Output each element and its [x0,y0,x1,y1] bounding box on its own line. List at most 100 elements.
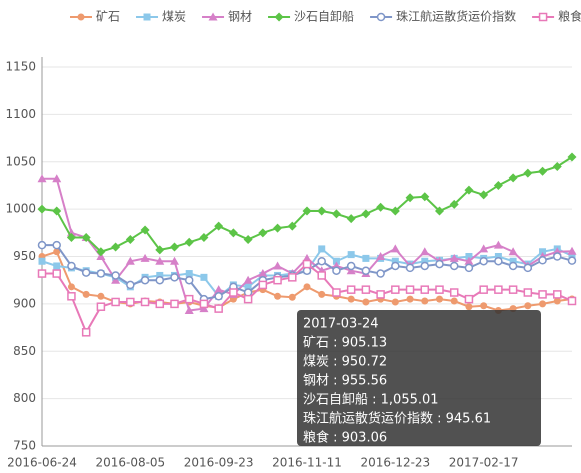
point [480,302,488,310]
point [435,206,444,216]
point [318,290,326,298]
series-line [41,156,573,253]
point [96,247,106,257]
tooltip: 2017-03-24 矿石 : 905.13 煤炭 : 950.72 钢材 : 955… [297,310,541,446]
point [214,304,223,313]
point [449,288,459,297]
point [81,233,91,243]
point [361,209,371,219]
legend-label: 矿石 [96,10,120,24]
point [184,237,194,247]
point [376,252,386,260]
x-tick-label: 2017-02-17 [449,456,519,470]
point [347,295,355,303]
point [38,257,46,265]
point [81,328,91,337]
point [567,296,577,306]
point [464,294,474,304]
point [170,256,179,265]
point [508,285,518,294]
x-tick-label: 2016-12-23 [360,456,430,470]
tooltip-line: 珠江航运散货运价指数 : 945.61 [303,411,491,427]
point [361,285,371,294]
y-tick-label: 800 [13,391,36,405]
point [420,247,430,256]
point [126,297,135,307]
point [52,240,61,250]
point [390,206,400,216]
point [391,261,400,271]
point [52,269,61,278]
point [274,292,282,300]
point [539,300,547,308]
point [243,234,253,244]
point [479,285,488,294]
point [436,295,443,303]
legend-marker [274,12,284,22]
point [229,288,238,297]
x-tick-label: 2016-09-23 [184,456,254,470]
point [405,193,415,203]
legend-marker [77,13,85,21]
point [376,290,385,299]
legend-item: 珠江航运散货运价指数 [370,9,516,24]
point [126,280,135,290]
point [155,275,165,285]
point [405,263,415,273]
point [465,253,473,260]
y-tick-label: 950 [13,249,36,263]
point [346,214,356,224]
point [567,246,577,255]
legend-marker [538,12,548,22]
point [406,295,414,303]
point [361,266,371,275]
point [303,283,311,291]
point [302,259,312,269]
y-tick-label: 1150 [5,60,36,74]
point [273,223,283,233]
point [508,173,518,183]
point [391,257,399,265]
point [317,206,327,216]
point [332,257,340,265]
point [170,242,179,252]
point [421,257,429,265]
point [346,261,356,271]
point [111,297,120,307]
point [170,273,179,282]
point [155,245,165,255]
point [199,299,209,309]
point [449,261,459,271]
point [553,252,562,261]
point [509,257,517,265]
legend-label: 粮食 [558,9,581,24]
point [538,290,547,299]
point [552,161,562,171]
point [214,292,223,301]
point [243,294,253,304]
point [155,299,165,309]
point [228,228,238,238]
x-tick-label: 2016-06-24 [7,456,77,470]
point [140,225,150,235]
point [553,297,561,305]
point [479,256,488,266]
point [523,288,533,297]
point [331,209,341,219]
legend-item: 沙石自卸船 [268,9,354,24]
point [53,248,61,256]
y-tick-label: 1000 [5,202,36,216]
y-tick-label: 900 [13,296,36,310]
point [553,290,562,299]
point [214,285,224,294]
point [464,256,474,265]
y-tick-label: 1100 [5,107,36,121]
x-tick-label: 2016-08-05 [95,456,165,470]
legend-item: 矿石 [70,10,120,24]
point [184,275,194,285]
point [96,302,106,311]
point [97,292,105,300]
point [347,251,355,259]
point [258,269,268,278]
